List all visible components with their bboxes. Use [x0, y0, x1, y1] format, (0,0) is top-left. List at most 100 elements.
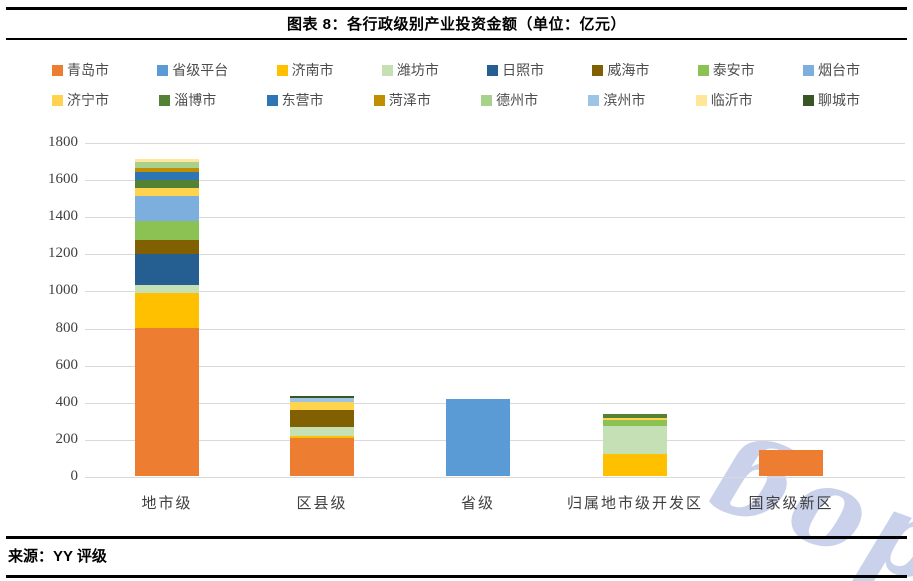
legend-item: 日照市	[487, 60, 544, 80]
legend-swatch-icon	[592, 64, 604, 76]
legend-item: 威海市	[592, 60, 649, 80]
y-axis-tick-label: 1200	[48, 245, 78, 262]
bar-segment-潍坊市	[290, 426, 354, 437]
bar-segment-泰安市	[135, 220, 199, 241]
legend-label: 德州市	[496, 94, 539, 109]
legend-label: 菏泽市	[388, 94, 431, 109]
figure-title: 图表 8：各行政级别产业投资金额（单位：亿元）	[286, 16, 626, 33]
y-axis-tick-label: 800	[55, 319, 79, 336]
legend-swatch-icon	[276, 64, 288, 76]
legend-item: 济南市	[276, 60, 334, 80]
bar-segment-菏泽市	[135, 168, 199, 172]
legend-label: 青岛市	[67, 64, 109, 79]
gridline	[85, 217, 905, 219]
legend-label: 威海市	[607, 64, 650, 79]
bar-segment-济宁市	[135, 187, 199, 196]
bar-segment-威海市	[135, 240, 199, 255]
legend-swatch-icon	[159, 94, 171, 106]
legend-item: 省级平台	[157, 60, 228, 80]
bottom-rule-upper	[6, 536, 907, 539]
legend-swatch-icon	[802, 94, 814, 106]
legend-swatch-icon	[697, 64, 709, 76]
gridline	[85, 365, 905, 367]
bar-segment-潍坊市	[603, 425, 667, 454]
legend-label: 省级平台	[172, 64, 229, 79]
bar-segment-济南市	[603, 453, 667, 476]
legend-item: 烟台市	[802, 60, 860, 80]
legend-item: 东营市	[266, 90, 324, 110]
legend-item: 淄博市	[159, 90, 216, 110]
chart-legend: 青岛市 省级平台 济南市 潍坊市 日照市 威海市 泰安市 烟台市济宁市 淄博市 东营市 菏泽市 德州市…	[52, 60, 860, 120]
bar-segment-潍坊市	[135, 284, 199, 294]
bar-segment-济宁市	[290, 401, 354, 411]
plot-area	[85, 143, 905, 478]
legend-label: 日照市	[502, 64, 545, 79]
bar-segment-聊城市	[290, 396, 354, 399]
gridline	[85, 291, 905, 293]
legend-item: 滨州市	[588, 90, 645, 110]
legend-label: 济南市	[291, 64, 334, 79]
x-axis-category-label: 省级	[460, 496, 495, 512]
gridline	[85, 477, 905, 478]
stacked-bar-地市级	[135, 158, 199, 476]
y-axis-tick-label: 200	[55, 430, 79, 447]
stacked-bar-国家级新区	[759, 450, 823, 476]
legend-item: 菏泽市	[373, 90, 431, 110]
bar-segment-淄博市	[603, 413, 667, 419]
bar-segment-烟台市	[135, 195, 199, 221]
top-rule-thick	[6, 7, 907, 10]
bar-segment-青岛市	[290, 437, 354, 476]
legend-swatch-icon	[52, 64, 63, 76]
legend-swatch-icon	[481, 94, 493, 106]
x-axis-category-label: 区县级	[296, 496, 348, 512]
bar-segment-日照市	[135, 254, 199, 285]
legend-item: 潍坊市	[381, 60, 439, 80]
bar-segment-青岛市	[135, 327, 199, 476]
legend-swatch-icon	[373, 94, 385, 106]
x-axis-category-label: 国家级新区	[748, 496, 834, 512]
gridline	[85, 254, 905, 256]
legend-swatch-icon	[695, 94, 707, 106]
legend-item: 济宁市	[52, 90, 109, 110]
stacked-bar-省级	[446, 399, 510, 476]
legend-label: 临沂市	[710, 94, 753, 109]
y-axis-tick-label: 1400	[48, 208, 78, 225]
legend-item: 聊城市	[802, 90, 860, 110]
legend-label: 济宁市	[67, 94, 109, 109]
y-axis-tick-label: 0	[70, 468, 79, 484]
legend-label: 滨州市	[603, 94, 646, 109]
legend-label: 淄博市	[174, 94, 217, 109]
legend-label: 东营市	[281, 94, 324, 109]
gridline	[85, 180, 905, 182]
legend-label: 潍坊市	[396, 64, 439, 79]
legend-swatch-icon	[52, 94, 63, 106]
bar-segment-滨州市	[290, 398, 354, 402]
y-axis-tick-label: 1600	[48, 171, 78, 188]
bar-segment-省级平台	[446, 399, 510, 476]
y-axis-tick-label: 600	[55, 356, 79, 373]
y-axis-tick-label: 1000	[48, 282, 78, 299]
bar-segment-德州市	[135, 161, 199, 169]
legend-row: 济宁市 淄博市 东营市 菏泽市 德州市 滨州市 临沂市 聊城市	[52, 90, 860, 110]
bottom-rule-lower	[6, 575, 907, 578]
bar-segment-淄博市	[135, 180, 199, 188]
top-rule-thin	[6, 38, 907, 40]
legend-item: 泰安市	[697, 60, 755, 80]
legend-item: 青岛市	[52, 60, 109, 80]
legend-swatch-icon	[381, 64, 393, 76]
legend-swatch-icon	[802, 64, 814, 76]
legend-label: 泰安市	[712, 64, 755, 79]
gridline	[85, 328, 905, 330]
legend-swatch-icon	[588, 94, 600, 106]
legend-item: 德州市	[481, 90, 538, 110]
legend-row: 青岛市 省级平台 济南市 潍坊市 日照市 威海市 泰安市 烟台市	[52, 60, 860, 80]
source-note: 来源：YY 评级	[8, 548, 107, 565]
bar-segment-东营市	[135, 171, 199, 181]
gridline	[85, 143, 905, 144]
legend-swatch-icon	[487, 64, 499, 76]
legend-item: 临沂市	[695, 90, 753, 110]
stacked-bar-区县级	[290, 396, 354, 476]
bar-segment-济南市	[290, 436, 354, 438]
legend-label: 聊城市	[817, 94, 860, 109]
